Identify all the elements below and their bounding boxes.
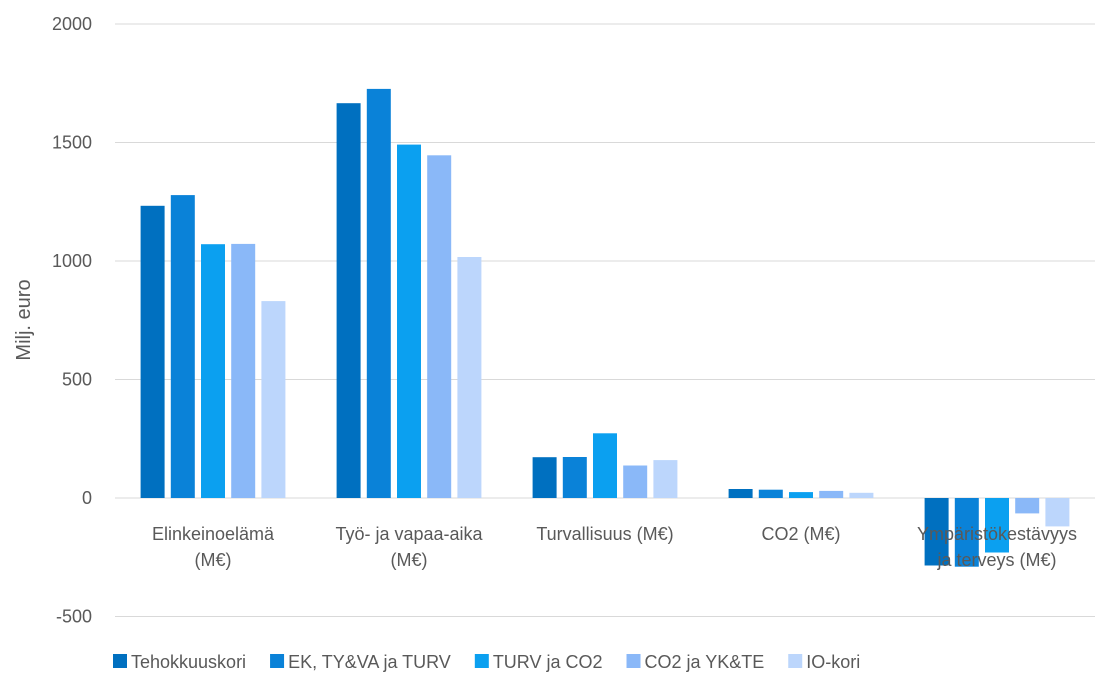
bar — [593, 433, 617, 498]
bar — [623, 465, 648, 498]
legend-label: TURV ja CO2 — [493, 652, 603, 672]
bar — [758, 489, 783, 498]
bar — [170, 195, 195, 498]
bar — [562, 457, 587, 498]
bar — [985, 498, 1009, 553]
bar — [231, 243, 256, 498]
legend-swatch — [626, 654, 641, 668]
bar — [789, 492, 813, 498]
y-tick-label: -500 — [56, 607, 92, 627]
bar — [728, 489, 753, 498]
bar — [653, 460, 678, 498]
x-category-label: (M€) — [391, 550, 428, 570]
y-tick-label: 1000 — [52, 251, 92, 271]
bar — [140, 205, 165, 499]
x-category-label: CO2 (M€) — [761, 524, 840, 544]
legend-label: CO2 ja YK&TE — [645, 652, 765, 672]
legend-swatch — [788, 654, 803, 668]
x-category-label: (M€) — [195, 550, 232, 570]
bar — [1045, 498, 1070, 527]
bar — [954, 498, 979, 567]
x-category-label: Työ- ja vapaa-aika — [335, 524, 483, 544]
legend: Tehokkuuskori EK, TY&VA ja TURV TURV ja CO… — [113, 652, 860, 672]
y-axis-title: Milj. euro — [13, 279, 35, 360]
y-tick-label: 0 — [82, 488, 92, 508]
y-tick-label: 500 — [62, 370, 92, 390]
bar — [924, 498, 949, 566]
bar — [427, 155, 452, 499]
legend-label: Tehokkuuskori — [131, 652, 246, 672]
bar — [397, 144, 421, 498]
bar — [336, 103, 361, 498]
bar — [366, 88, 391, 499]
y-axis-ticks: 2000 1500 1000 500 0 -500 — [52, 14, 92, 627]
x-category-label: Elinkeinoelämä — [152, 524, 275, 544]
legend-label: IO-kori — [806, 652, 860, 672]
legend-label: EK, TY&VA ja TURV — [288, 652, 451, 672]
legend-swatch — [113, 654, 127, 668]
y-tick-label: 1500 — [52, 133, 92, 153]
bar — [532, 457, 557, 498]
bars — [140, 88, 1070, 567]
x-category-label: ja terveys (M€) — [936, 550, 1056, 570]
bar — [457, 257, 482, 498]
x-category-label: Ympäristökestävyys — [917, 524, 1077, 544]
y-tick-label: 2000 — [52, 14, 92, 34]
x-category-label: Turvallisuus (M€) — [536, 524, 673, 544]
x-axis-categories: Elinkeinoelämä (M€) Työ- ja vapaa-aika (M€)… — [152, 524, 1077, 570]
bar — [1015, 498, 1040, 514]
legend-swatch — [270, 654, 285, 668]
bar — [261, 301, 286, 498]
legend-swatch — [474, 654, 489, 668]
bar — [819, 490, 844, 498]
bar — [849, 492, 874, 498]
bar — [201, 244, 225, 498]
